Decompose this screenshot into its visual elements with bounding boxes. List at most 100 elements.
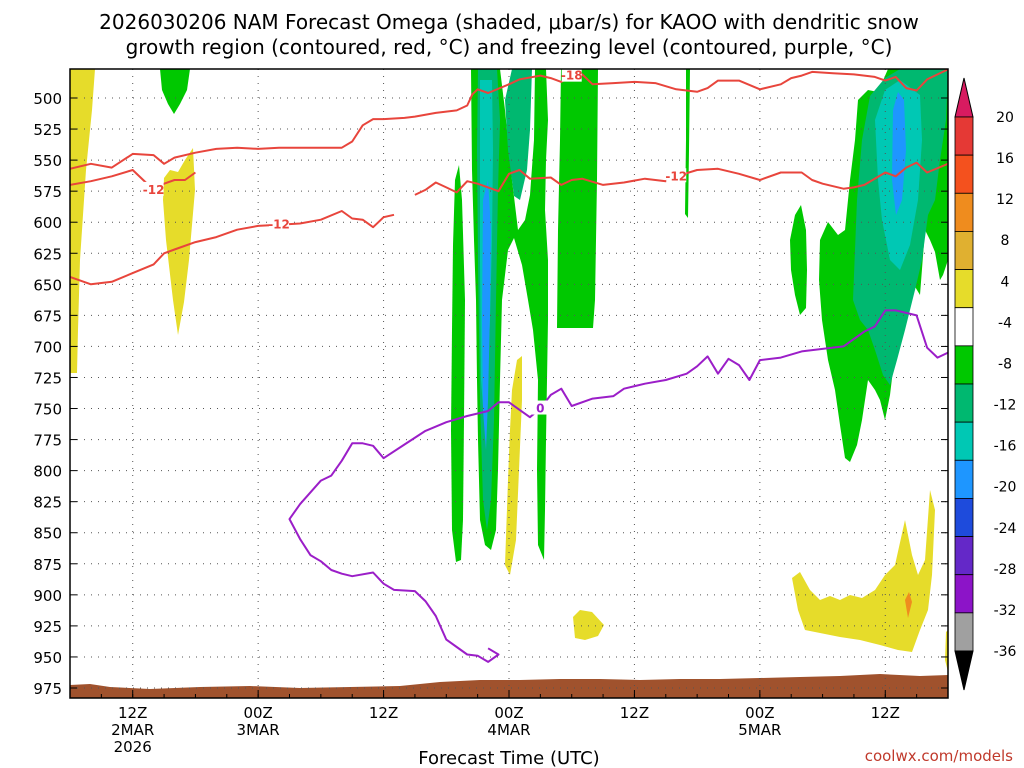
omega-area-green (557, 69, 598, 328)
chart-title-line2: growth region (contoured, red, °C) and f… (126, 35, 893, 59)
contour-label-bg (143, 181, 164, 196)
contour-line (288, 309, 948, 663)
contour-label-bg (561, 67, 582, 82)
omega-area-yellow (792, 490, 935, 652)
y-tick-label: 525 (33, 121, 62, 139)
colorbar-label: -8 (998, 356, 1012, 372)
contour-label: -12 (143, 183, 165, 197)
x-tick-label: 00Z (745, 704, 774, 722)
colorbar-swatch (954, 231, 974, 270)
colorbar-label: -28 (994, 562, 1017, 578)
y-tick-label: 550 (33, 152, 62, 170)
contour-line (70, 210, 395, 286)
colorbar-label: -4 (998, 315, 1012, 331)
y-tick-label: 600 (33, 214, 62, 232)
omega-area-yellow (70, 69, 95, 373)
contour-label: -12 (268, 218, 290, 232)
y-tick-label: 625 (33, 245, 62, 263)
colorbar-swatch (954, 345, 974, 385)
y-tick-label: 800 (33, 463, 62, 481)
contour-line (414, 161, 948, 196)
x-tick-label: 12Z (118, 704, 147, 722)
contour-label-bg (269, 216, 290, 231)
y-tick-label: 900 (33, 587, 62, 605)
y-tick-label: 675 (33, 307, 62, 325)
omega-area-yellow (573, 610, 604, 640)
chart-title-line1: 2026030206 NAM Forecast Omega (shaded, μ… (99, 10, 919, 34)
credit-text: coolwx.com/models (865, 747, 1013, 765)
colorbar-label: -24 (994, 521, 1017, 537)
omega-area-yellow (163, 148, 195, 335)
contour-label-bg (530, 400, 551, 415)
y-tick-label: 775 (33, 432, 62, 450)
colorbar-label: -12 (994, 398, 1017, 414)
omega-area-green (451, 165, 465, 562)
x-tick-label: 00Z (494, 704, 523, 722)
colorbar-label: -20 (994, 480, 1017, 496)
x-tick-label: 2MAR (111, 721, 154, 739)
omega-area-yellow (505, 356, 522, 575)
contour-labels: -18 -12 -12 -12 0 (143, 67, 687, 416)
colorbar-swatch (954, 192, 974, 232)
y-tick-label: 950 (33, 649, 62, 667)
contour-label: 0 (536, 402, 544, 416)
omega-area-green (790, 205, 807, 315)
colorbar-swatch (954, 307, 974, 347)
colorbar-swatch (954, 459, 974, 499)
contour-label-bg (666, 168, 687, 183)
x-tick-label: 00Z (243, 704, 272, 722)
colorbar: 20 16 12 8 4 -4 -8 -12 -16 -20 -24 -28 -32 -36 (954, 77, 1017, 691)
colorbar-label: 16 (996, 151, 1014, 167)
omega-area-orange (905, 592, 912, 618)
y-tick-label: 500 (33, 90, 62, 108)
y-tick-label: 875 (33, 556, 62, 574)
x-tick-label: 5MAR (738, 721, 781, 739)
colorbar-label: 4 (1001, 274, 1010, 290)
y-axis: 500 525 550 575 600 625 650 675 700 725 750 775 800 8… (33, 90, 948, 698)
x-tick-label: 12Z (871, 704, 900, 722)
y-tick-label: 850 (33, 525, 62, 543)
omega-area-blue (482, 180, 491, 450)
x-tick-label: 2026 (114, 738, 152, 756)
omega-area-teal (505, 69, 532, 200)
colorbar-label: 12 (996, 192, 1014, 208)
colorbar-swatch (954, 612, 974, 652)
colorbar-swatch (954, 383, 974, 423)
colorbar-swatch (954, 498, 974, 537)
colorbar-label: -16 (994, 439, 1017, 455)
y-tick-label: 575 (33, 183, 62, 201)
colorbar-swatch (954, 269, 974, 309)
omega-shading (70, 69, 948, 698)
y-tick-label: 750 (33, 401, 62, 419)
omega-area-green (685, 69, 690, 218)
x-tick-label: 12Z (369, 704, 398, 722)
contour-line (70, 69, 948, 170)
colorbar-label: 20 (996, 110, 1014, 126)
y-tick-label: 925 (33, 618, 62, 636)
colorbar-label: -36 (994, 644, 1017, 660)
colorbar-bottom-arrow (954, 650, 974, 691)
x-tick-label: 4MAR (487, 721, 530, 739)
colorbar-swatch (954, 536, 974, 576)
colorbar-top-arrow (954, 77, 974, 118)
contour-lines (70, 69, 948, 663)
colorbar-swatch (954, 421, 974, 461)
x-axis-label: Forecast Time (UTC) (418, 748, 599, 768)
omega-area-green (160, 69, 190, 114)
colorbar-label: 8 (1001, 233, 1010, 249)
y-tick-label: 700 (33, 338, 62, 356)
x-tick-label: 12Z (620, 704, 649, 722)
contour-label: -12 (665, 169, 687, 183)
colorbar-swatch (954, 154, 974, 194)
contour-label: -18 (561, 69, 583, 83)
colorbar-swatch (954, 574, 974, 614)
colorbar-label: -32 (994, 603, 1017, 619)
colorbar-swatch (954, 116, 974, 156)
y-tick-label: 975 (33, 680, 62, 698)
y-tick-label: 650 (33, 276, 62, 294)
y-tick-label: 825 (33, 494, 62, 512)
omega-area-blue (892, 92, 906, 215)
x-tick-label: 3MAR (237, 721, 280, 739)
